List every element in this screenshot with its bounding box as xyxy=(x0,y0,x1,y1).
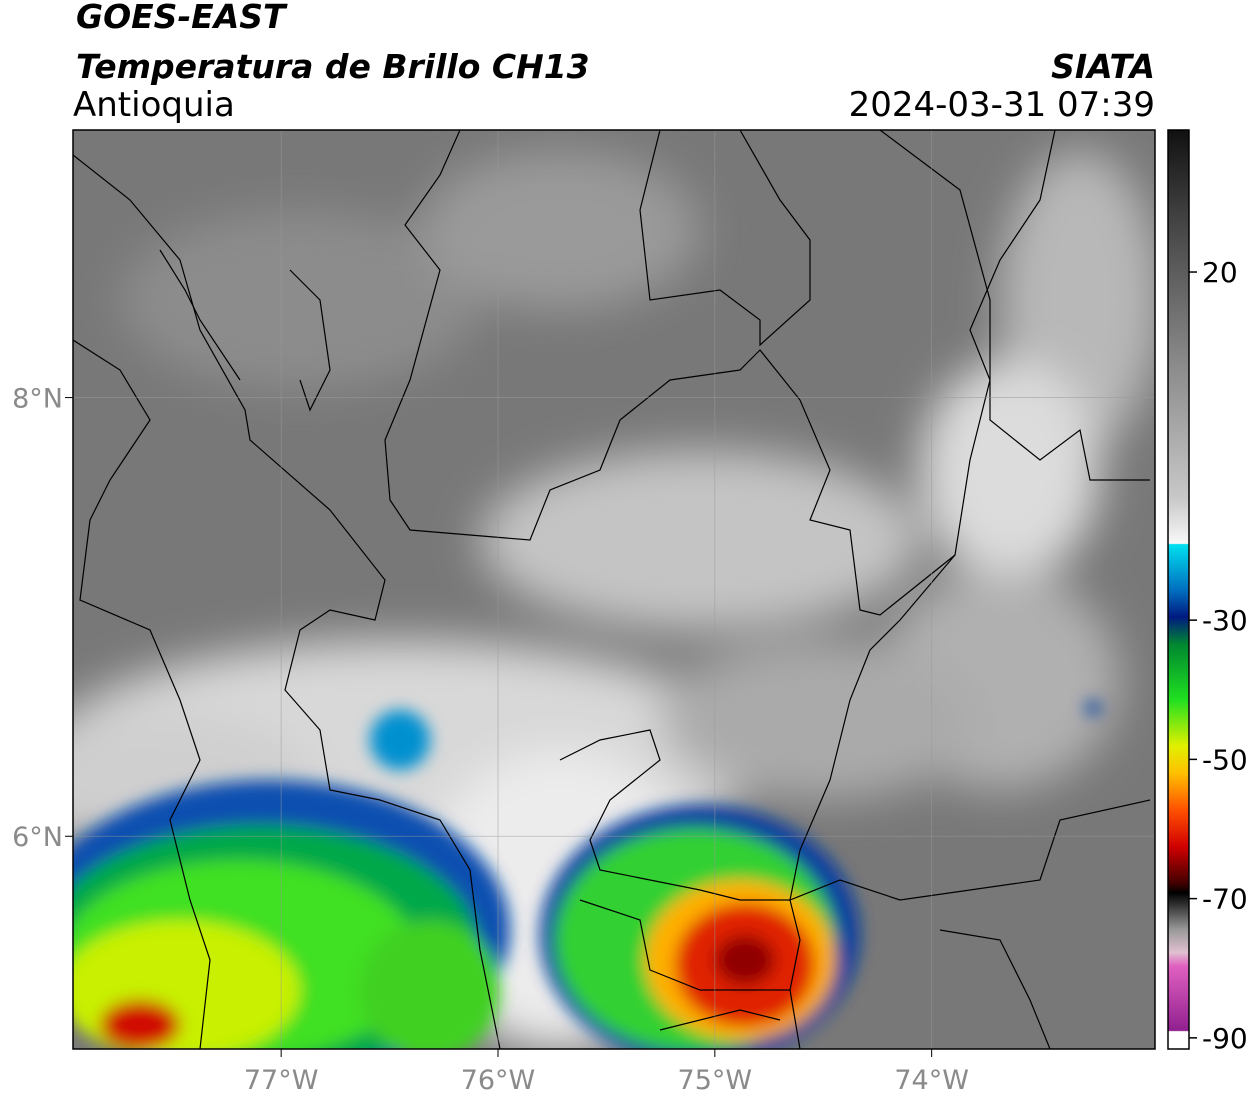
colorbar-ticks: 20 -30 -50 -70 -90 xyxy=(1189,256,1248,1055)
colorbar-tick-label: -30 xyxy=(1202,604,1248,637)
colorbar-tick-label: 20 xyxy=(1202,256,1238,289)
lon-tick-label: 77°W xyxy=(244,1065,319,1096)
lat-tick-label: 8°N xyxy=(12,384,63,415)
lon-tick-label: 76°W xyxy=(461,1065,536,1096)
subtitle: Temperatura de Brillo CH13 xyxy=(76,47,590,86)
map-frame xyxy=(72,129,1156,1050)
colorbar xyxy=(1167,129,1190,1050)
title: GOES-EAST xyxy=(76,0,288,36)
graticule: 77°W 76°W 75°W 74°W 8°N 6°N xyxy=(12,130,1155,1096)
lon-tick-label: 75°W xyxy=(678,1065,753,1096)
datetime: 2024-03-31 07:39 xyxy=(849,85,1155,125)
borders xyxy=(73,130,1151,1049)
colorbar-tick-label: -70 xyxy=(1202,883,1248,916)
source: SIATA xyxy=(1051,47,1155,86)
lon-tick-label: 74°W xyxy=(894,1065,969,1096)
colorbar-tick-label: -90 xyxy=(1202,1022,1248,1055)
satellite-image xyxy=(73,130,1155,1049)
lat-tick-label: 6°N xyxy=(12,822,63,853)
region: Antioquia xyxy=(73,85,235,125)
colorbar-tick-label: -50 xyxy=(1202,743,1248,776)
